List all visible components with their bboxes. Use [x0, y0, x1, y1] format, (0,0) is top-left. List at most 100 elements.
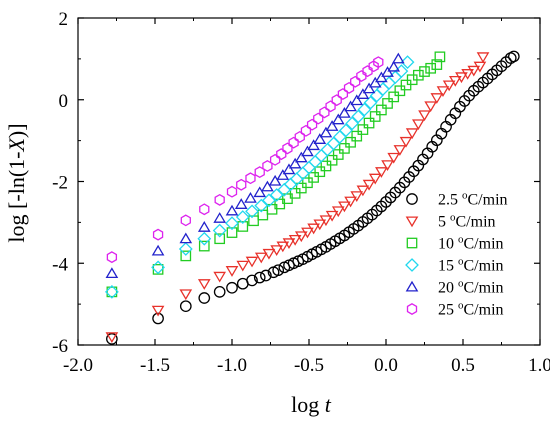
- legend-entry: 5 oC/min: [405, 212, 496, 231]
- data-point: [373, 56, 384, 69]
- data-point: [276, 241, 290, 253]
- legend-entry: 15 oC/min: [405, 256, 504, 275]
- data-point: [179, 300, 192, 313]
- data-point: [388, 91, 400, 103]
- data-point: [180, 250, 192, 262]
- data-point: [234, 198, 248, 209]
- data-point: [213, 286, 226, 298]
- data-point: [399, 136, 413, 148]
- data-point: [345, 116, 360, 131]
- data-point: [106, 251, 118, 264]
- data-point: [213, 271, 227, 283]
- x-tick-label: -2.0: [63, 355, 93, 376]
- data-point: [391, 52, 405, 64]
- data-point: [276, 169, 290, 180]
- data-point: [197, 221, 211, 232]
- data-point: [394, 85, 406, 97]
- data-point: [179, 289, 193, 301]
- data-point: [455, 72, 468, 84]
- data-point: [105, 332, 119, 344]
- data-point: [507, 50, 520, 63]
- data-point: [151, 244, 165, 256]
- data-point: [288, 234, 302, 246]
- data-point: [424, 101, 437, 113]
- data-point: [276, 148, 287, 161]
- data-point: [325, 210, 339, 222]
- data-point: [105, 267, 119, 279]
- data-point: [198, 240, 210, 252]
- legend-marker: [405, 280, 419, 292]
- data-point: [178, 242, 193, 256]
- data-point: [226, 227, 238, 238]
- data-point: [261, 180, 274, 192]
- data-point: [237, 221, 249, 232]
- data-point: [319, 126, 333, 138]
- data-point: [448, 75, 462, 87]
- data-point: [245, 172, 256, 185]
- data-point: [106, 333, 118, 345]
- series-2: [105, 52, 490, 344]
- data-point: [214, 193, 225, 206]
- legend-marker: [406, 193, 418, 205]
- data-point: [225, 216, 239, 231]
- data-point: [254, 198, 269, 213]
- data-point: [357, 102, 372, 117]
- plot-area: [104, 50, 520, 345]
- series-5: [105, 52, 405, 279]
- x-tick-label: 0.0: [374, 355, 398, 376]
- data-point: [476, 52, 490, 64]
- data-point: [356, 70, 367, 82]
- data-point: [301, 227, 314, 239]
- legend-label: 2.5 oC/min: [438, 190, 508, 209]
- data-point: [425, 62, 437, 74]
- data-point: [269, 188, 284, 202]
- data-point: [331, 113, 345, 125]
- data-point: [151, 305, 165, 317]
- data-point: [253, 186, 267, 198]
- data-point: [197, 231, 212, 246]
- data-point: [151, 260, 165, 275]
- legend-marker: [406, 237, 418, 249]
- data-point: [363, 95, 378, 110]
- data-point: [235, 210, 250, 224]
- x-tick-label: -1.0: [217, 355, 247, 376]
- data-point: [350, 94, 364, 106]
- data-point: [350, 75, 361, 88]
- data-point: [272, 264, 285, 277]
- data-point: [288, 136, 299, 149]
- data-point: [368, 173, 382, 185]
- data-point: [152, 312, 164, 325]
- data-point: [180, 214, 191, 227]
- series-1: [106, 50, 520, 345]
- data-point: [376, 104, 387, 116]
- data-point: [244, 192, 257, 203]
- data-point: [212, 223, 227, 238]
- data-point: [344, 196, 357, 208]
- data-point: [314, 166, 326, 178]
- data-point: [236, 260, 250, 272]
- data-point: [253, 271, 266, 284]
- data-point: [294, 151, 308, 163]
- data-point: [351, 109, 366, 124]
- data-point: [246, 274, 258, 287]
- data-point: [362, 82, 376, 94]
- data-point: [356, 88, 370, 99]
- data-point: [307, 139, 320, 151]
- data-point: [436, 86, 450, 97]
- data-point: [356, 185, 370, 197]
- data-point: [368, 76, 382, 88]
- data-point: [339, 123, 353, 138]
- data-point: [198, 292, 211, 304]
- legend-label: 10 oC/min: [438, 234, 504, 253]
- legend-label: 25 oC/min: [438, 300, 504, 319]
- data-point: [387, 60, 401, 72]
- data-point: [387, 152, 401, 164]
- data-point: [307, 223, 320, 235]
- data-point: [313, 133, 327, 144]
- y-tick-label: 0: [59, 91, 69, 112]
- data-point: [345, 136, 356, 148]
- data-point: [412, 69, 424, 81]
- data-point: [338, 107, 351, 118]
- data-point: [431, 59, 443, 70]
- y-axis-title: log [-ln(1-X)]: [4, 123, 29, 242]
